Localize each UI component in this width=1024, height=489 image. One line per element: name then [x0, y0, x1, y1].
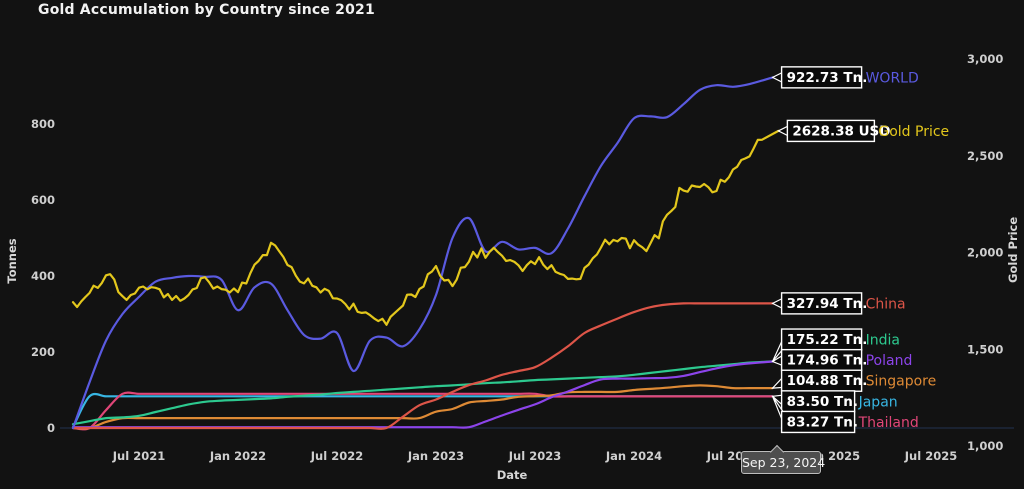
tag-value-label: 174.96 Tn.	[787, 353, 868, 369]
value-tag-singapore: 104.88 Tn.Singapore	[771, 369, 937, 392]
tooltip-date-label: Sep 23, 2024	[742, 455, 826, 470]
x-tick: Jul 2025	[904, 449, 957, 463]
tag-value-label: 83.50 Tn.	[787, 394, 858, 410]
tag-value-label: 922.73 Tn.	[787, 70, 868, 86]
series-name-label: Thailand	[858, 415, 919, 431]
x-tick: Jan 2024	[605, 449, 662, 463]
tag-value-label: 175.22 Tn.	[787, 332, 868, 348]
series-name-label: India	[866, 333, 900, 349]
x-tick: Jul 2023	[508, 449, 561, 463]
series-name-label: China	[866, 296, 906, 312]
y-right-tick: 3,000	[967, 52, 1003, 66]
tag-value-label: 83.27 Tn.	[787, 414, 858, 430]
y-right-tick: 1,500	[967, 342, 1003, 356]
page-title: Gold Accumulation by Country since 2021	[38, 2, 375, 18]
value-tag-china: 327.94 Tn.China	[771, 292, 906, 315]
value-tag-thailand: 83.27 Tn. Thailand	[772, 396, 919, 434]
series-line-gold-price	[71, 129, 780, 326]
tag-value-label: 104.88 Tn.	[787, 373, 868, 389]
value-tag-world: 922.73 Tn.WORLD	[771, 66, 919, 89]
series-line-india	[71, 360, 774, 426]
series-line-singapore	[71, 384, 774, 430]
x-axis-title-date: Date	[496, 468, 528, 482]
series-line-japan	[71, 392, 774, 429]
value-tag-india: 175.22 Tn.India	[772, 328, 900, 362]
tag-value-label: 2628.38 USD	[792, 123, 890, 139]
series-name-label: WORLD	[866, 70, 919, 86]
y-right-tick: 1,000	[967, 439, 1003, 453]
value-tag-poland: 174.96 Tn.Poland	[771, 348, 913, 372]
tag-box	[780, 410, 856, 434]
x-tick: Jan 2022	[209, 449, 266, 463]
x-tick: Jul 2021	[112, 449, 165, 463]
series-line-world	[71, 76, 774, 430]
y-left-tick: 400	[31, 269, 55, 283]
y-left-tick: 200	[31, 345, 55, 359]
y-left-tick: 600	[31, 193, 55, 207]
tag-box	[780, 66, 863, 89]
value-tag-japan: 83.50 Tn. Japan	[771, 390, 898, 413]
series-name-label: Poland	[866, 353, 913, 369]
tag-box	[786, 119, 876, 143]
y-right-tick: 2,000	[967, 246, 1003, 260]
series-name-label: Singapore	[866, 374, 937, 390]
crosshair-date-tooltip: Sep 23, 2024	[741, 444, 825, 474]
tag-box	[780, 292, 863, 315]
y-right-tick: 2,500	[967, 149, 1003, 163]
series-line-thailand	[71, 391, 774, 431]
series-name-label: Japan	[858, 394, 898, 410]
series-line-china	[71, 302, 774, 430]
tag-value-label: 327.94 Tn.	[787, 296, 868, 312]
x-tick: Jan 2023	[407, 449, 464, 463]
series-name-label: Gold Price	[878, 124, 949, 140]
x-tick: Jul 2022	[310, 449, 363, 463]
y-left-tick: 800	[31, 117, 55, 131]
y-left-tick: 0	[47, 421, 55, 435]
